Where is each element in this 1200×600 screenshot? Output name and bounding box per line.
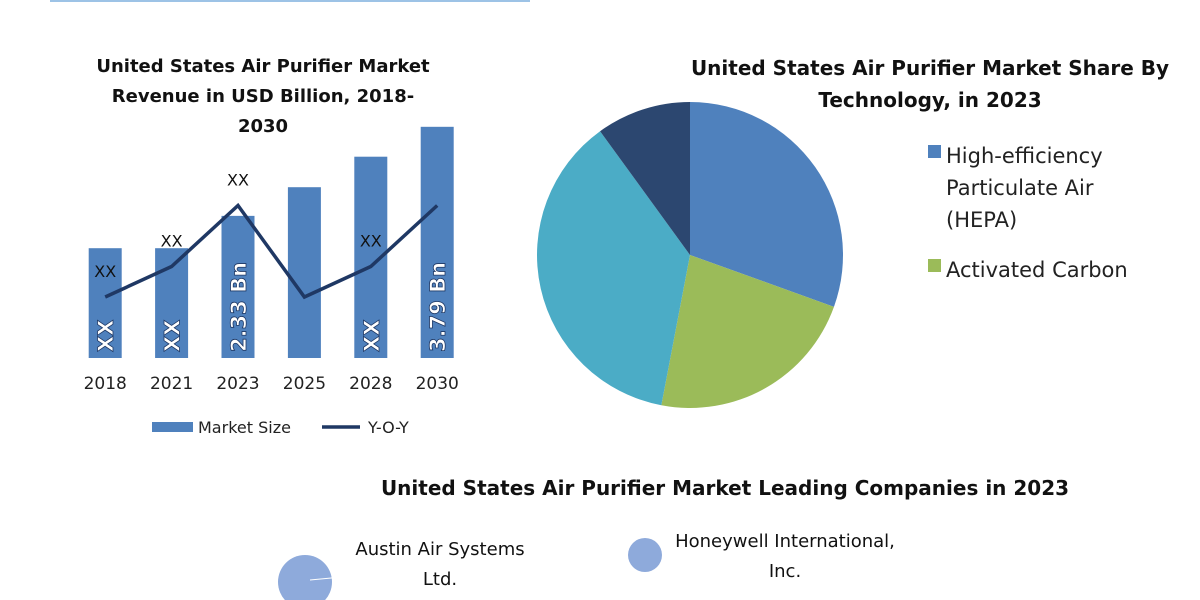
bar (287, 187, 321, 358)
bar-chart-title: United States Air Purifier Market Revenu… (96, 56, 430, 137)
bar (88, 248, 122, 358)
x-tick-label: 2023 (216, 374, 259, 394)
legend-swatch (928, 145, 941, 158)
x-tick-label: 2028 (349, 374, 392, 394)
x-tick-label: 2025 (283, 374, 326, 394)
bar-value-label: XX (94, 320, 118, 352)
line-value-label: XX (227, 171, 249, 190)
bar-value-label: XX (161, 320, 185, 352)
legend-label: Y-O-Y (367, 418, 409, 437)
pie-chart-title: United States Air Purifier Market Share … (690, 56, 1170, 112)
line-value-label: XX (360, 232, 382, 251)
bar-value-label: 3.79 Bn (426, 262, 450, 352)
company-icon (628, 538, 662, 572)
line-value-label: XX (161, 232, 183, 251)
legend-label: Market Size (198, 418, 291, 437)
company-name: Honeywell International, Inc. (675, 531, 895, 582)
header-strip (50, 0, 530, 2)
x-tick-label: 2018 (84, 374, 127, 394)
legend-swatch (152, 422, 193, 432)
legend-swatch (928, 259, 941, 272)
pie-slice (600, 102, 690, 255)
bar (221, 215, 255, 358)
companies-title: United States Air Purifier Market Leadin… (380, 476, 1070, 500)
pie-slice (537, 131, 690, 406)
yoy-line (104, 202, 439, 300)
legend-label: Activated Carbon (946, 258, 1128, 282)
x-tick-label: 2030 (416, 374, 459, 394)
line-value-label: XX (94, 262, 116, 281)
pie-slice (690, 102, 843, 307)
bar-value-label: 2.33 Bn (227, 262, 251, 352)
pie-slice (661, 255, 834, 408)
company-icon (278, 555, 332, 600)
bar (420, 126, 454, 358)
x-tick-label: 2021 (150, 374, 193, 394)
bar-value-label: XX (360, 320, 384, 352)
company-icon-line (309, 576, 343, 581)
company-name: Austin Air Systems Ltd. (355, 539, 525, 590)
legend-label: High-efficiency Particulate Air (HEPA) (946, 144, 1103, 232)
